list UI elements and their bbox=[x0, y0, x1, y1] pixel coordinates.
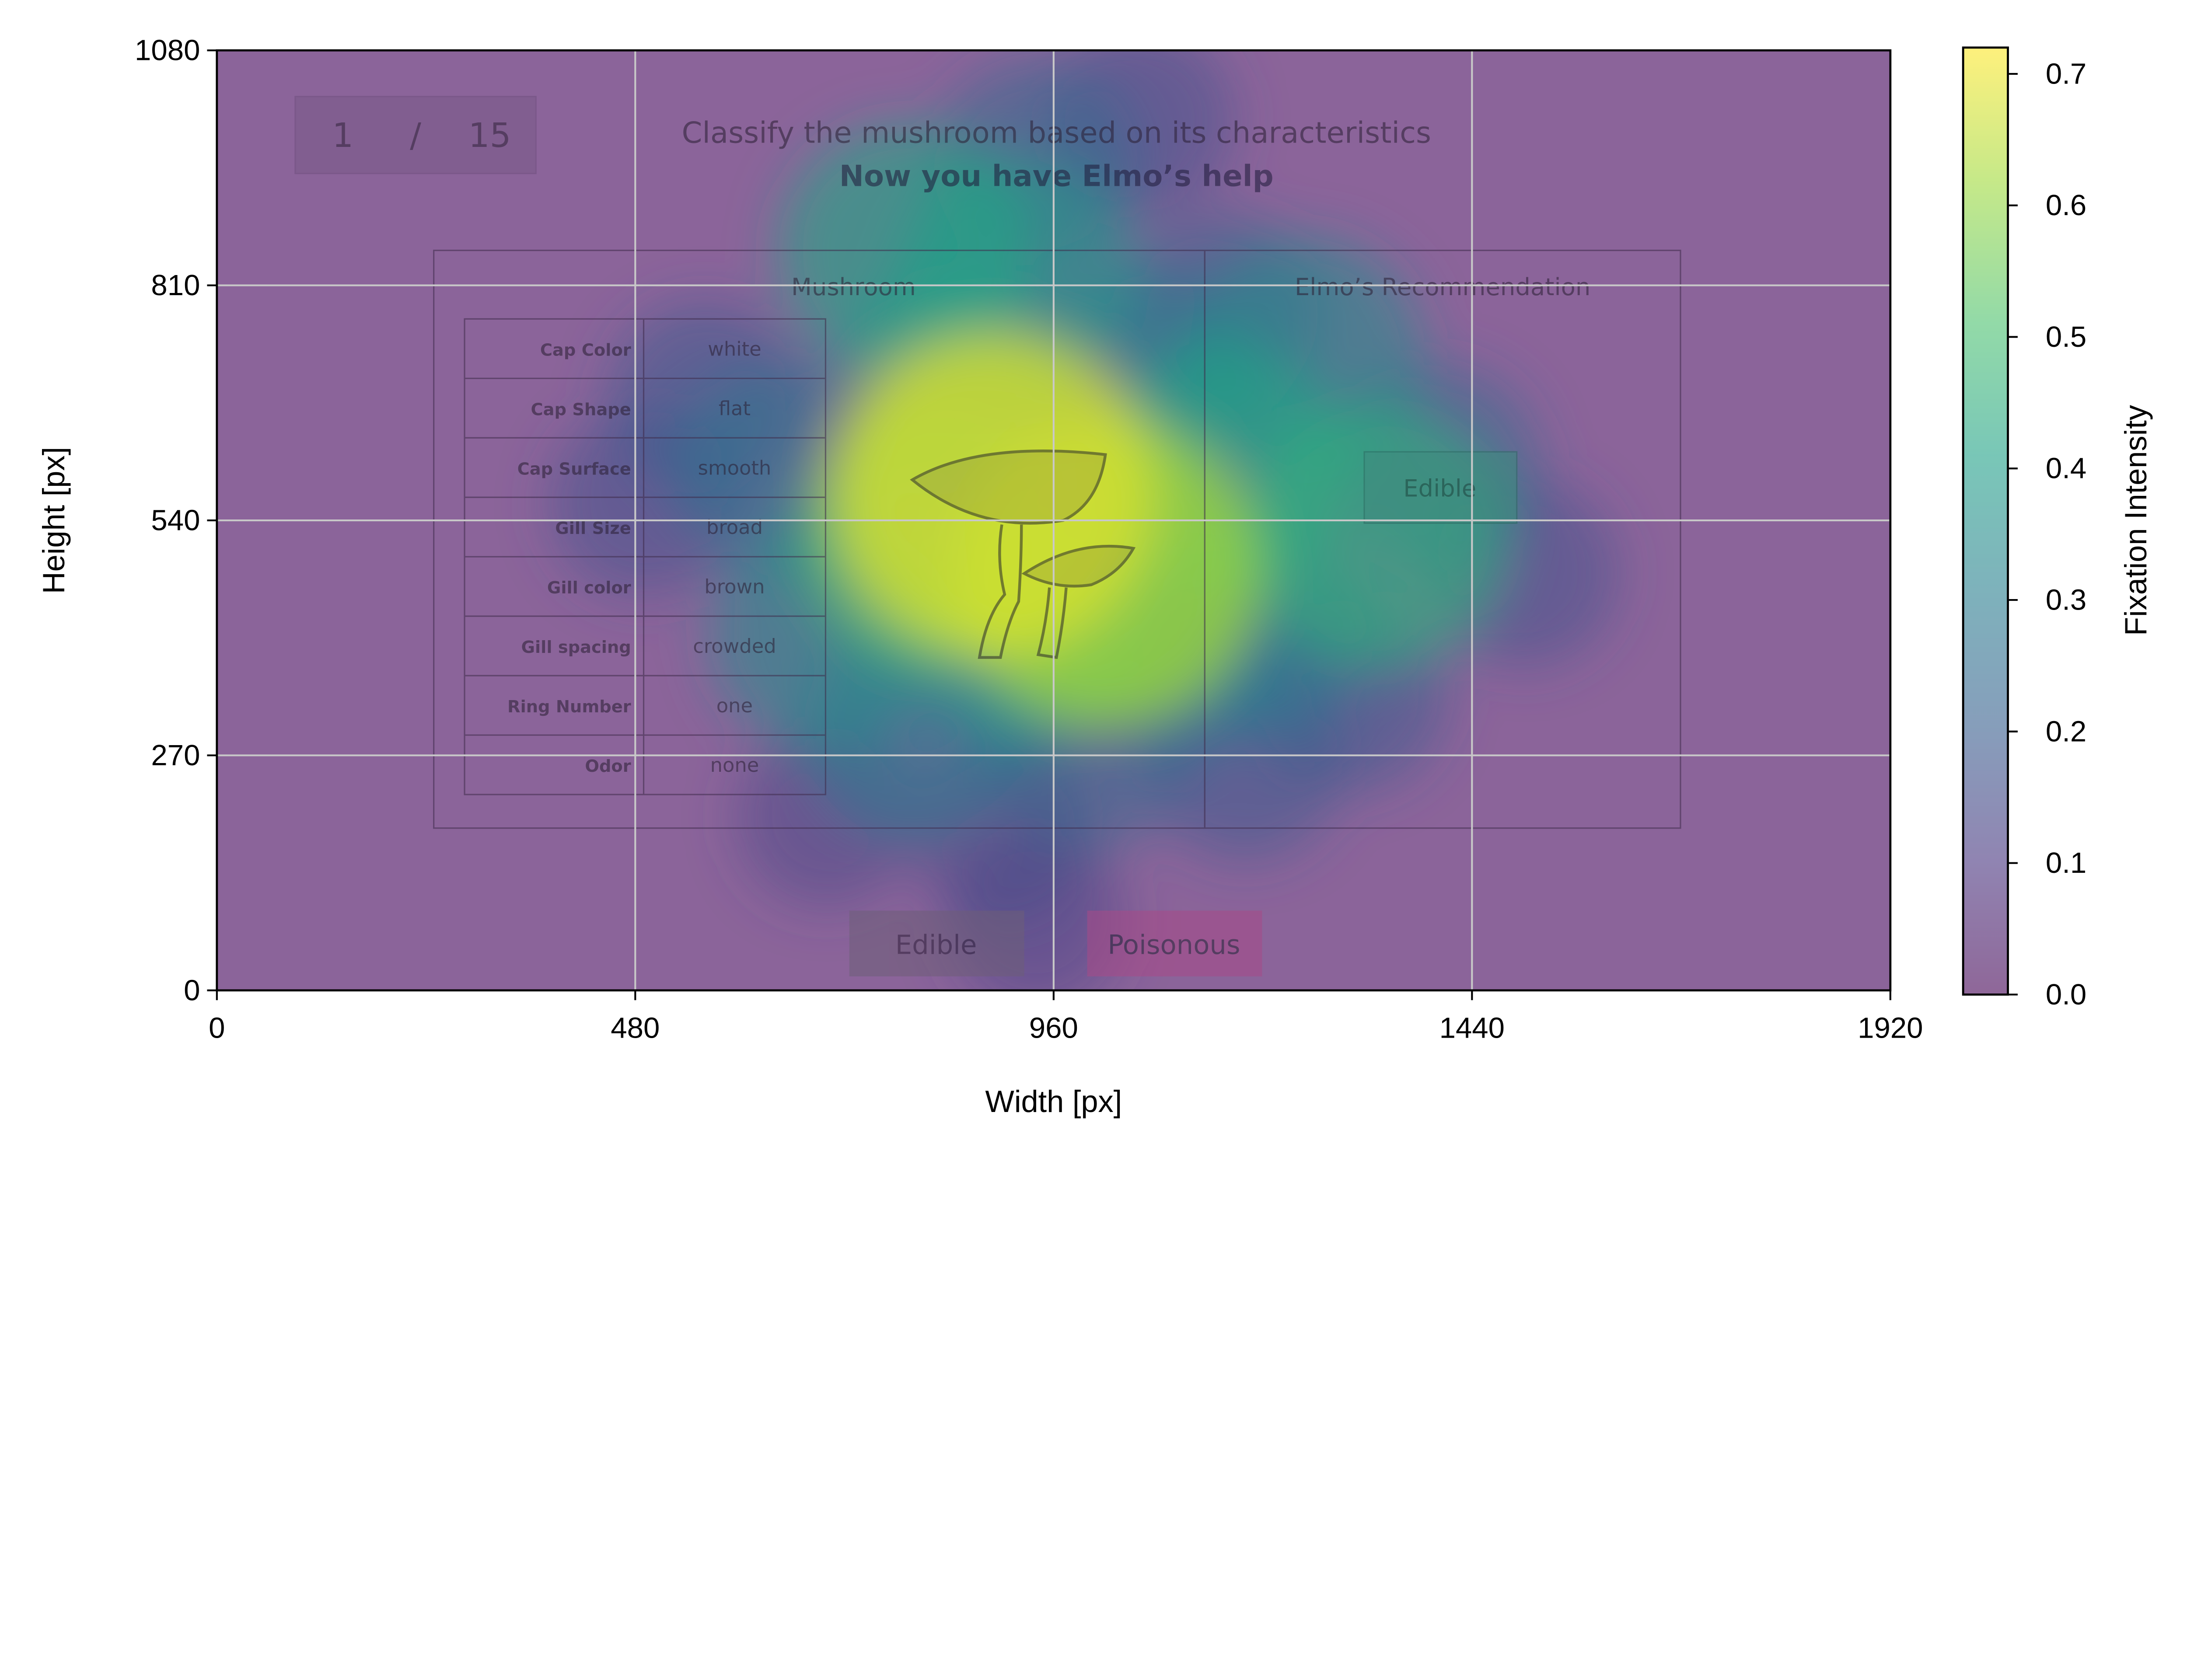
heatmap-layer bbox=[549, 50, 1619, 990]
edible-button-label: Edible bbox=[895, 930, 977, 961]
attribute-value: one bbox=[716, 694, 753, 717]
y-tick-label: 810 bbox=[151, 269, 200, 302]
y-tick-label: 0 bbox=[184, 974, 200, 1007]
colorbar-ticks: 0.0 0.1 0.2 0.3 0.4 0.5 0.6 0.7 bbox=[2008, 57, 2086, 1011]
attribute-value: none bbox=[710, 753, 759, 777]
colorbar-frame bbox=[1962, 46, 2009, 996]
y-tick-label: 1080 bbox=[135, 34, 200, 67]
colorbar-tick-label: 0.5 bbox=[2046, 321, 2086, 353]
attribute-value: flat bbox=[719, 397, 751, 420]
x-axis-label: Width [px] bbox=[985, 1084, 1122, 1119]
colorbar-tick-label: 0.0 bbox=[2046, 978, 2086, 1011]
x-tick-label: 480 bbox=[611, 1012, 660, 1045]
counter-box bbox=[294, 96, 537, 174]
attribute-label: Gill Size bbox=[555, 519, 631, 538]
y-axis-label: Height [px] bbox=[36, 447, 71, 594]
mushroom-illustration bbox=[910, 450, 1136, 659]
colorbar-tick-label: 0.7 bbox=[2046, 57, 2086, 90]
colorbar-tick-label: 0.1 bbox=[2046, 847, 2086, 879]
edible-button bbox=[849, 910, 1024, 976]
attribute-value: smooth bbox=[698, 456, 772, 479]
attribute-label: Gill color bbox=[547, 578, 631, 598]
colorbar-tick-label: 0.3 bbox=[2046, 583, 2086, 616]
x-tick-label: 1440 bbox=[1439, 1012, 1505, 1045]
attribute-value: brown bbox=[704, 575, 765, 598]
y-axis-ticks: 0 270 540 810 1080 bbox=[135, 34, 217, 1007]
attribute-label: Odor bbox=[585, 756, 631, 776]
recommendation-box bbox=[1363, 451, 1518, 524]
y-tick-label: 540 bbox=[151, 504, 200, 537]
attribute-value: white bbox=[708, 337, 762, 360]
recommendation-label: Edible bbox=[1403, 475, 1476, 502]
attribute-value: broad bbox=[706, 516, 763, 539]
plot-area: 1 / 15 Classify the mushroom based on it… bbox=[217, 50, 1890, 990]
attribute-label: Gill spacing bbox=[521, 638, 631, 657]
colorbar-tick-label: 0.2 bbox=[2046, 715, 2086, 748]
attributes-rows: Cap Color white Cap Shape flat Cap Surface sm… bbox=[465, 337, 826, 777]
fixation-heatmap-figure: 1 / 15 Classify the mushroom based on it… bbox=[36, 34, 2153, 1119]
attribute-label: Ring Number bbox=[507, 697, 631, 717]
colorbar-tick-label: 0.6 bbox=[2046, 189, 2086, 222]
attribute-value: crowded bbox=[693, 634, 776, 658]
x-axis-ticks: 0 480 960 1440 1920 bbox=[209, 990, 1923, 1045]
colorbar-label: Fixation Intensity bbox=[2118, 404, 2153, 636]
stimulus-screen: 1 / 15 Classify the mushroom based on it… bbox=[294, 96, 1681, 976]
colorbar-tick-label: 0.4 bbox=[2046, 452, 2086, 485]
counter-separator: / bbox=[410, 116, 421, 155]
recommendation-panel-title: Elmo’s Recommendation bbox=[1295, 273, 1590, 301]
y-tick-label: 270 bbox=[151, 739, 200, 772]
colorbar: 0.0 0.1 0.2 0.3 0.4 0.5 0.6 0.7 Fixation Intens… bbox=[1962, 46, 2153, 1011]
fixation-blob bbox=[830, 331, 1155, 657]
attribute-label: Cap Surface bbox=[517, 459, 631, 479]
colorbar-gradient bbox=[1963, 47, 2008, 995]
attribute-label: Cap Color bbox=[540, 340, 631, 360]
poisonous-button bbox=[1087, 910, 1262, 976]
chart-root: 1 / 15 Classify the mushroom based on it… bbox=[36, 34, 2153, 1119]
x-tick-label: 0 bbox=[209, 1012, 225, 1045]
attribute-label: Cap Shape bbox=[531, 400, 631, 419]
x-tick-label: 960 bbox=[1029, 1012, 1078, 1045]
stimulus-subtitle: Now you have Elmo’s help bbox=[839, 159, 1274, 193]
x-tick-label: 1920 bbox=[1858, 1012, 1923, 1045]
recommendation-panel bbox=[1204, 250, 1681, 829]
poisonous-button-label: Poisonous bbox=[1107, 930, 1240, 961]
mushroom-panel-title: Mushroom bbox=[791, 273, 916, 301]
fixation-blob bbox=[1245, 406, 1508, 669]
grid-lines bbox=[217, 50, 1890, 990]
counter-current: 1 bbox=[332, 116, 353, 155]
counter-total: 15 bbox=[468, 116, 511, 155]
stimulus-title: Classify the mushroom based on its chara… bbox=[681, 115, 1431, 150]
